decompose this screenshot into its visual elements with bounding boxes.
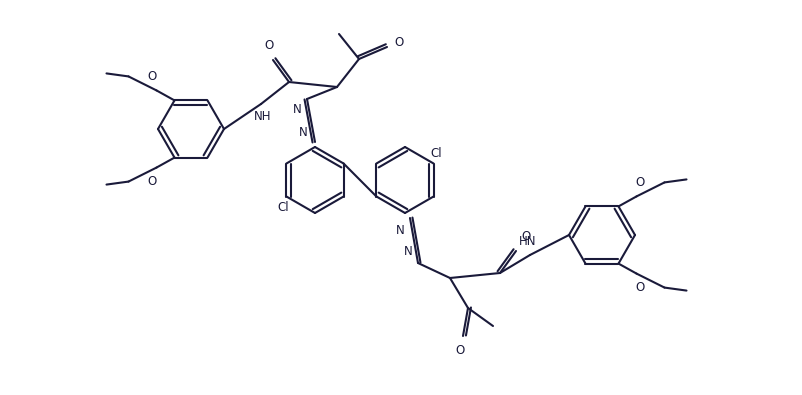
Text: HN: HN <box>519 235 536 248</box>
Text: N: N <box>299 126 308 139</box>
Text: O: O <box>635 280 644 293</box>
Text: N: N <box>395 224 404 237</box>
Text: N: N <box>293 102 302 115</box>
Text: O: O <box>264 39 273 52</box>
Text: O: O <box>148 70 157 83</box>
Text: O: O <box>455 344 464 357</box>
Text: O: O <box>148 175 157 188</box>
Text: N: N <box>403 245 412 258</box>
Text: O: O <box>520 230 529 243</box>
Text: Cl: Cl <box>277 201 289 214</box>
Text: NH: NH <box>254 110 271 123</box>
Text: O: O <box>394 36 403 49</box>
Text: O: O <box>635 177 644 190</box>
Text: Cl: Cl <box>430 147 442 160</box>
